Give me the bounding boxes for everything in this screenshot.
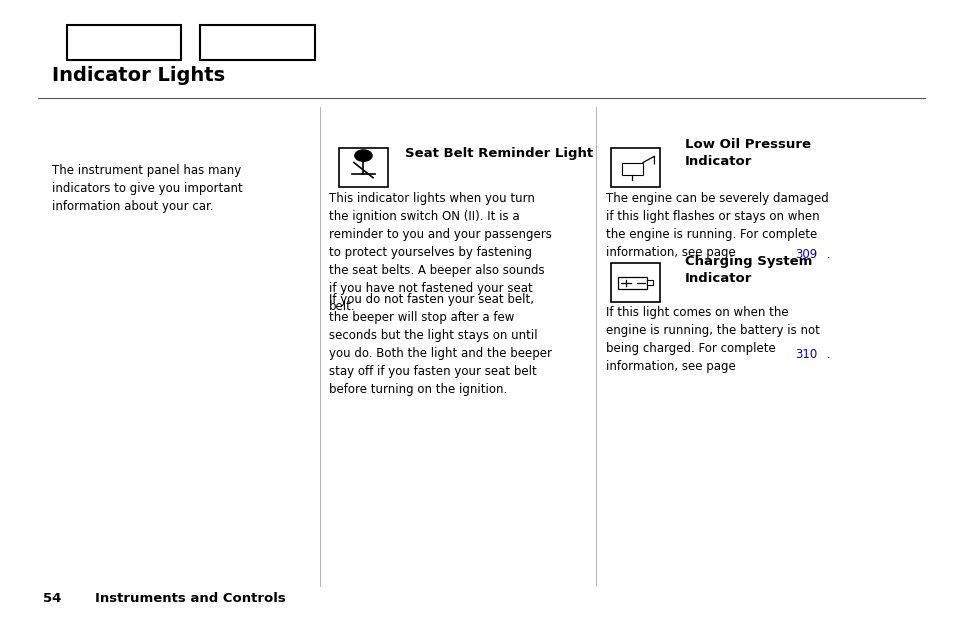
Text: .: . <box>822 248 830 261</box>
Text: The instrument panel has many
indicators to give you important
information about: The instrument panel has many indicators… <box>52 164 243 213</box>
Text: 310: 310 <box>794 348 816 362</box>
Text: 54: 54 <box>43 592 61 605</box>
Text: Indicator Lights: Indicator Lights <box>52 66 225 85</box>
Text: Low Oil Pressure
Indicator: Low Oil Pressure Indicator <box>684 138 810 168</box>
Bar <box>610 148 659 187</box>
Text: This indicator lights when you turn
the ignition switch ON (II). It is a
reminde: This indicator lights when you turn the … <box>329 192 552 313</box>
Bar <box>621 163 642 175</box>
Bar <box>338 148 388 187</box>
Circle shape <box>355 150 372 161</box>
Bar <box>200 25 314 60</box>
Text: If this light comes on when the
engine is running, the battery is not
being char: If this light comes on when the engine i… <box>605 306 819 372</box>
Bar <box>618 277 646 289</box>
Text: If you do not fasten your seat belt,
the beeper will stop after a few
seconds bu: If you do not fasten your seat belt, the… <box>329 293 552 396</box>
Text: Instruments and Controls: Instruments and Controls <box>95 592 286 605</box>
Text: Charging System
Indicator: Charging System Indicator <box>684 255 812 285</box>
Text: Seat Belt Reminder Light: Seat Belt Reminder Light <box>405 147 593 159</box>
Text: 309: 309 <box>794 248 816 261</box>
Bar <box>646 280 652 285</box>
Text: .: . <box>822 348 830 362</box>
Bar <box>610 263 659 302</box>
Bar <box>67 25 181 60</box>
Text: The engine can be severely damaged
if this light flashes or stays on when
the en: The engine can be severely damaged if th… <box>605 192 827 259</box>
